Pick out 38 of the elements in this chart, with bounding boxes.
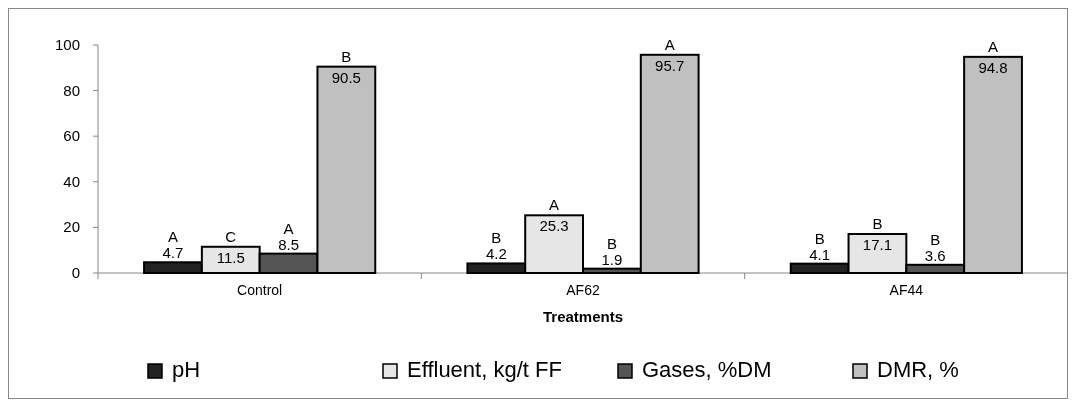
data-label: 4.2	[485, 245, 507, 263]
data-label: 95.7	[655, 56, 685, 74]
annotation: B	[341, 47, 352, 65]
annotation: B	[606, 234, 617, 252]
legend-label: Effluent, kg/t FF	[407, 357, 562, 382]
data-label: 11.5	[216, 248, 245, 266]
legend-label: DMR, %	[877, 357, 959, 382]
data-label: 90.5	[331, 68, 361, 86]
annotation: B	[814, 229, 825, 247]
annotation: A	[664, 35, 675, 53]
annotation: B	[491, 229, 502, 247]
y-tick-label: 20	[63, 218, 80, 236]
data-label: 94.8	[978, 58, 1008, 76]
annotation: B	[872, 215, 883, 233]
y-tick-label: 80	[63, 81, 80, 99]
annotation: B	[930, 230, 941, 248]
y-tick-label: 60	[63, 127, 80, 145]
annotation: A	[988, 37, 999, 55]
data-label: 4.1	[809, 245, 831, 263]
x-axis-title: Treatments	[542, 308, 624, 325]
data-label: 3.6	[924, 246, 946, 264]
legend-label: pH	[172, 357, 201, 382]
data-label: 17.1	[862, 236, 893, 254]
data-label: 8.5	[278, 235, 299, 253]
annotation: A	[549, 196, 560, 214]
legend-label: Gases, %DM	[642, 357, 772, 382]
x-tick-label: AF44	[889, 282, 924, 298]
annotation: A	[167, 228, 178, 246]
annotation: A	[283, 219, 294, 237]
data-label: 25.3	[539, 217, 569, 235]
annotation: C	[225, 227, 237, 245]
y-tick-label: 0	[71, 264, 80, 281]
x-tick-label: AF62	[566, 282, 600, 298]
data-label: 1.9	[601, 250, 623, 268]
x-tick-label: Control	[237, 282, 283, 298]
y-tick-label: 40	[63, 172, 80, 190]
y-tick-label: 100	[54, 36, 80, 53]
data-label: 4.7	[162, 244, 184, 262]
